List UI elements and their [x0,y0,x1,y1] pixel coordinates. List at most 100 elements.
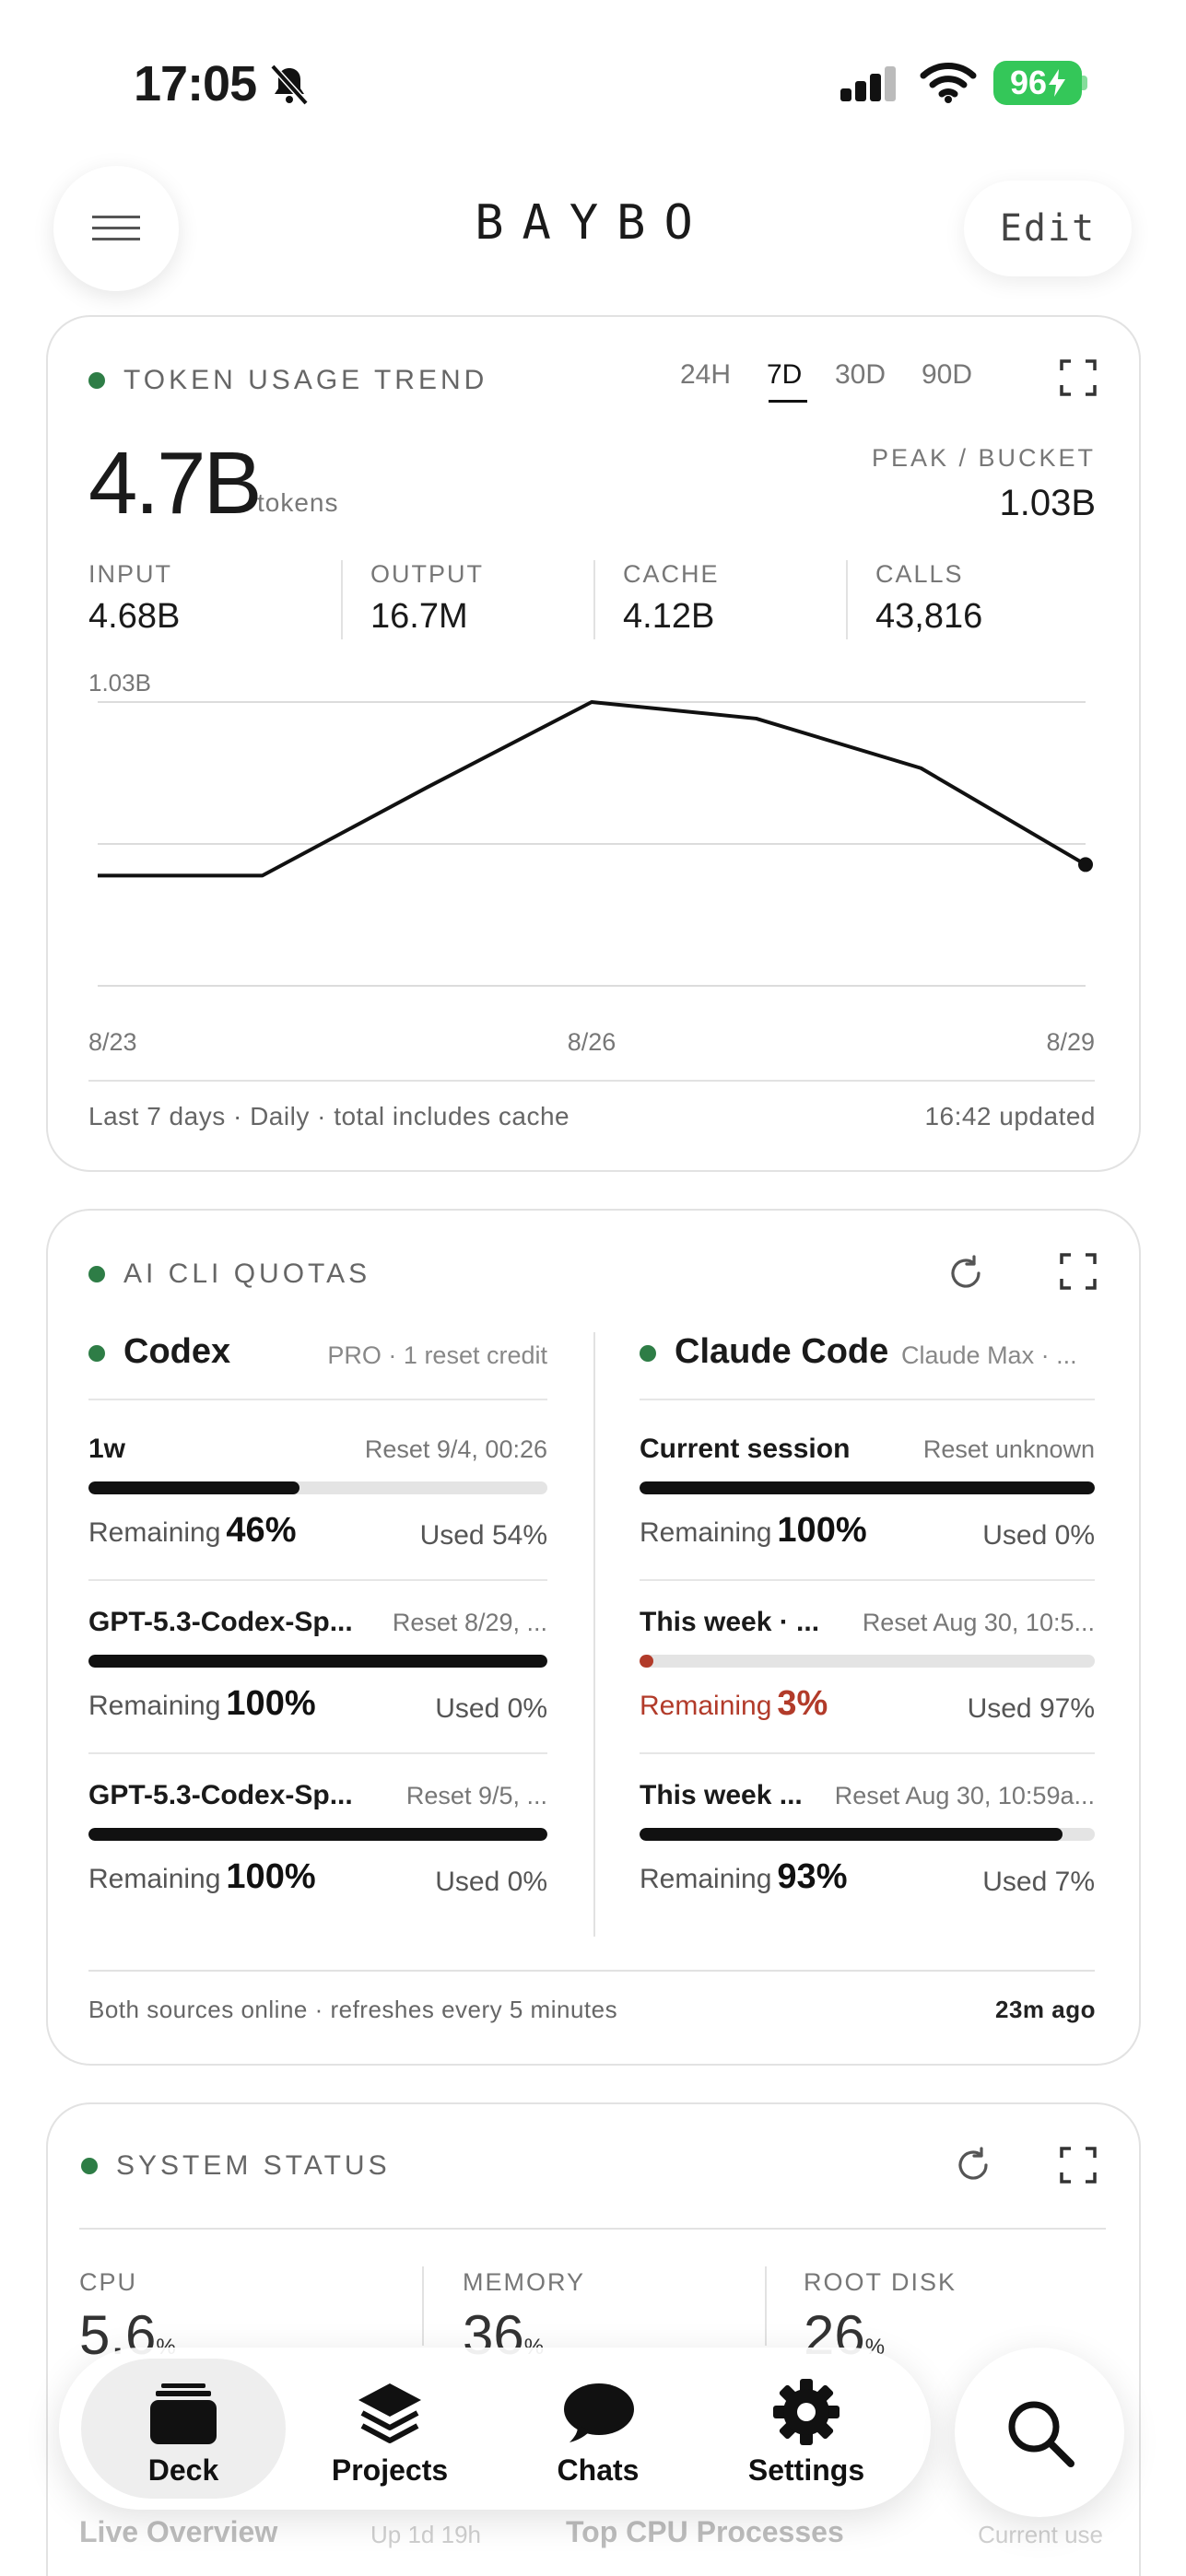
quota-reset: Reset Aug 30, 10:5... [862,1609,1095,1636]
chart-y-tick-label: 1.03B [88,669,151,697]
divider [79,2228,1106,2230]
total-tokens: 4.7B [88,434,262,533]
token-usage-title: TOKEN USAGE TREND [123,365,488,395]
status-time: 17:05 [134,56,257,111]
quota-label: GPT-5.3-Codex-Sp... [88,1607,353,1637]
quota-remaining: Remaining 3% [640,1684,828,1724]
remaining-label: Remaining [640,1517,772,1548]
menu-button[interactable] [53,166,179,291]
quotas-last-refresh: 23m ago [995,1996,1096,2023]
tab-deck[interactable]: Deck [81,2359,286,2499]
tab-chats[interactable]: Chats [496,2359,700,2499]
quota-remaining: Remaining 93% [640,1857,847,1897]
quota-reset: Reset 8/29, ... [392,1609,547,1636]
stack-icon [358,2383,421,2443]
remaining-percent: 93% [777,1857,848,1896]
tab-label: Deck [147,2453,219,2487]
tab-label: Chats [557,2453,640,2487]
quotas-title: AI CLI QUOTAS [123,1259,371,1289]
refresh-icon[interactable] [951,2143,995,2187]
expand-icon[interactable] [1056,2143,1100,2187]
provider-claude-name: Claude Code [675,1332,889,1371]
refresh-icon[interactable] [944,1251,988,1295]
quota-bar-fill [88,1828,547,1841]
edit-button[interactable]: Edit [964,181,1132,276]
tab-label: Projects [331,2453,449,2487]
stat-cache-label: CACHE [623,560,720,588]
remaining-percent: 3% [777,1684,828,1723]
quota-label: This week · ... [640,1607,820,1637]
cpu-label: CPU [79,2268,138,2296]
peak-label: PEAK / BUCKET [871,444,1096,472]
quotas-footer: Both sources online · refreshes every 5 … [88,1996,618,2023]
search-icon [1008,2401,1074,2467]
stat-input-value: 4.68B [88,597,181,636]
quota-label: 1w [88,1434,126,1464]
stat-cache-value: 4.12B [623,597,715,636]
stat-divider [765,2266,767,2346]
remaining-label: Remaining [640,1864,772,1894]
tab-settings[interactable]: Settings [704,2359,909,2499]
quota-reset: Reset 9/4, 00:26 [364,1435,547,1463]
wifi-icon [920,63,977,103]
chart-x-tick-label: 8/23 [88,1028,137,1056]
chart-x-tick-label: 8/29 [1046,1028,1095,1056]
quota-bar-fill [88,1481,300,1494]
last-updated: 16:42 updated [924,1102,1096,1130]
quota-used: Used 0% [982,1520,1095,1551]
provider-codex-meta: PRO · 1 reset credit [327,1341,547,1369]
provider-claude-meta: Claude Max · ... [901,1341,1077,1369]
charging-bolt-icon [1049,69,1066,97]
uptime-text: Up 1d 19h [370,2521,481,2548]
range-90d[interactable]: 90D [922,359,973,390]
top-cpu-heading: Top CPU Processes [566,2515,844,2548]
range-7d[interactable]: 7D [767,359,803,390]
root-disk-label: ROOT DISK [804,2268,957,2296]
stat-divider [341,560,343,639]
provider-status-dot [88,1345,105,1362]
stat-output-value: 16.7M [370,597,468,636]
battery-level: 96 [1009,64,1048,101]
quota-bar [88,1828,547,1841]
expand-icon[interactable] [1056,1249,1100,1294]
hamburger-icon [92,216,140,240]
stat-calls-label: CALLS [875,560,964,588]
quota-used: Used 0% [435,1693,547,1724]
active-range-underline [769,400,807,403]
stat-output-label: OUTPUT [370,560,484,588]
quota-used: Used 97% [967,1693,1095,1724]
search-button[interactable] [955,2348,1124,2517]
cellular-signal-icon [840,66,896,101]
quota-bar [640,1828,1095,1841]
quota-remaining: Remaining 100% [88,1684,316,1724]
remaining-percent: 46% [226,1511,297,1550]
quota-bar [640,1481,1095,1494]
deck-icon [150,2383,217,2444]
quota-reset: Reset 9/5, ... [405,1782,547,1809]
quota-reset: Reset unknown [922,1435,1095,1463]
chart-x-tick-label: 8/26 [568,1028,616,1056]
remaining-label: Remaining [88,1864,221,1894]
remaining-label: Remaining [640,1691,772,1721]
chart-last-point [1078,857,1093,872]
divider [88,1752,547,1754]
tab-projects[interactable]: Projects [288,2359,492,2499]
quota-label: This week ... [640,1780,803,1810]
quota-bar [88,1655,547,1668]
range-30d[interactable]: 30D [835,359,887,390]
divider [88,1579,547,1581]
system-status-title: SYSTEM STATUS [116,2150,391,2181]
stat-calls-value: 43,816 [875,597,983,636]
tab-label: Settings [747,2453,865,2487]
token-usage-line-chart: 1.03B 8/23 8/26 8/29 [88,669,1095,1056]
brand-title: BAYBO [475,195,711,251]
quota-bar-fill [640,1481,1095,1494]
current-use-text: Current use [978,2521,1103,2548]
chat-bubble-icon [564,2383,634,2442]
token-usage-footer: Last 7 days · Daily · total includes cac… [88,1102,570,1130]
stat-divider [593,560,595,639]
range-24h[interactable]: 24H [680,359,732,390]
status-dot [81,2158,98,2174]
total-tokens-unit: tokens [257,488,339,517]
expand-icon[interactable] [1056,356,1100,400]
